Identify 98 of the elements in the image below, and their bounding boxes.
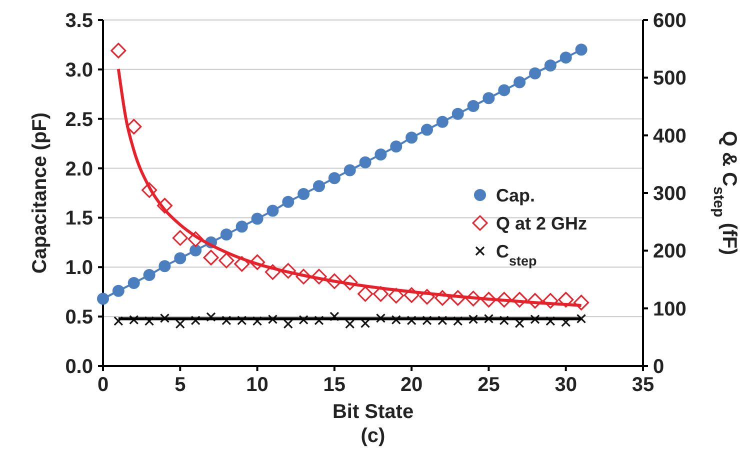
point — [390, 140, 402, 153]
point — [358, 286, 374, 302]
text: (c) — [360, 425, 386, 447]
point — [406, 316, 416, 326]
point — [268, 314, 278, 324]
point — [360, 318, 370, 328]
x-tick-label: 30 — [554, 374, 577, 396]
point — [359, 156, 372, 168]
point — [175, 319, 185, 329]
point — [452, 108, 464, 120]
legend-label: Q at 2 GHz — [496, 213, 588, 234]
y2-tick-label: 200 — [653, 240, 686, 263]
point — [514, 318, 524, 328]
point — [498, 84, 510, 96]
point — [530, 314, 540, 324]
point — [436, 116, 448, 128]
y2-tick-label: 300 — [653, 183, 686, 205]
point — [206, 312, 216, 322]
point — [575, 44, 588, 56]
point — [467, 100, 480, 112]
y2-tick-label: 0 — [653, 356, 664, 378]
point — [328, 172, 340, 184]
y-tick-label: 2.5 — [65, 108, 93, 131]
y-tick-label: 0.5 — [65, 306, 93, 329]
point — [236, 220, 248, 233]
point — [283, 319, 293, 329]
point — [388, 288, 404, 304]
point — [529, 67, 541, 80]
point — [391, 315, 401, 325]
legend-label: Cap. — [496, 185, 536, 206]
point — [421, 124, 433, 136]
point — [374, 148, 387, 160]
point — [344, 164, 356, 176]
y-tick-label: 3.5 — [65, 10, 93, 32]
y2-tick-label: 400 — [653, 125, 686, 148]
point — [203, 250, 219, 266]
point — [129, 315, 139, 325]
point — [114, 316, 124, 326]
y-tick-label: 2.0 — [65, 158, 93, 180]
x-tick-label: 25 — [478, 374, 500, 396]
point — [266, 204, 279, 217]
y-axis-title: Capacitance (pF) — [29, 112, 51, 274]
point — [112, 284, 124, 297]
point — [172, 230, 188, 246]
point — [313, 180, 325, 192]
point — [330, 312, 340, 322]
x-tick-label: 5 — [174, 374, 186, 396]
y2-tick-label: 600 — [653, 10, 686, 32]
point — [422, 316, 432, 326]
point — [158, 260, 171, 272]
point — [514, 76, 526, 88]
point — [128, 276, 140, 289]
x-tick-label: 10 — [246, 374, 268, 396]
point — [298, 315, 308, 325]
y2-tick-label: 500 — [653, 68, 686, 90]
point — [174, 252, 186, 264]
x-axis-title: Bit State — [332, 401, 414, 423]
point — [97, 292, 109, 305]
x-tick-label: 20 — [400, 374, 423, 396]
point — [144, 316, 154, 326]
point — [376, 313, 386, 323]
y-tick-label: 1.5 — [65, 208, 93, 230]
x-tick-label: 15 — [323, 374, 346, 396]
point — [482, 92, 495, 104]
point — [222, 316, 232, 326]
x-tick-label: 0 — [97, 374, 109, 396]
point — [126, 118, 142, 134]
point — [251, 212, 264, 225]
point — [484, 314, 494, 324]
point — [237, 316, 247, 326]
point — [438, 316, 448, 326]
point — [190, 316, 200, 326]
point — [560, 52, 572, 64]
point — [453, 316, 463, 326]
point — [110, 42, 126, 58]
point — [314, 316, 324, 326]
point — [406, 132, 418, 144]
legend-label: C$_{step}$ — [496, 241, 537, 268]
point — [218, 252, 234, 268]
point — [282, 196, 294, 208]
point — [544, 59, 556, 72]
point — [160, 313, 170, 323]
point — [298, 188, 310, 200]
point — [499, 316, 509, 326]
point — [546, 316, 556, 326]
y-tick-label: 0.0 — [65, 356, 93, 378]
point — [143, 269, 156, 282]
point — [252, 316, 262, 326]
y2-tick-label: 100 — [653, 298, 686, 320]
point — [372, 286, 388, 302]
x-tick-label: 35 — [632, 374, 654, 396]
point — [220, 228, 232, 241]
point — [576, 314, 586, 324]
point — [345, 319, 355, 329]
y-tick-label: 1.0 — [65, 257, 93, 280]
point — [190, 244, 202, 256]
point — [468, 314, 478, 324]
y-tick-label: 3.0 — [65, 59, 93, 82]
